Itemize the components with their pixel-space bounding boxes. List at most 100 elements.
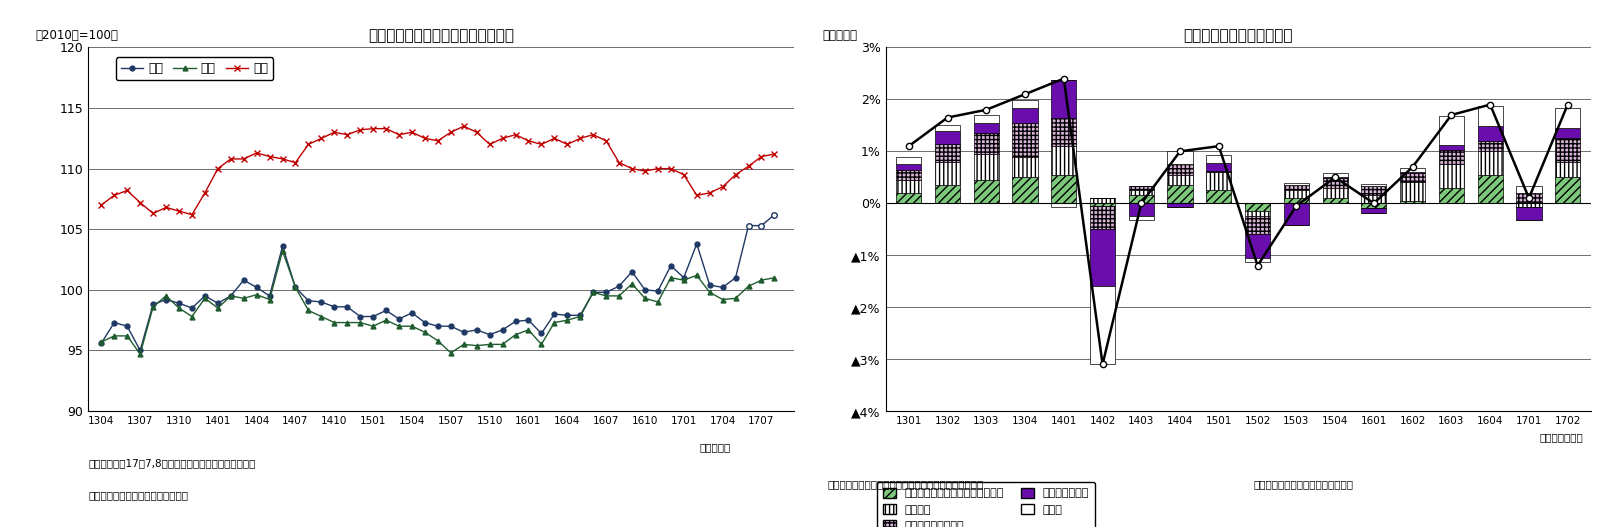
Bar	[1477, 175, 1503, 203]
Bar	[1284, 190, 1310, 198]
在庫	[519, 138, 538, 144]
生産	[622, 268, 641, 275]
生産	[169, 300, 188, 306]
Bar	[897, 164, 921, 170]
生産	[519, 317, 538, 323]
在庫	[765, 151, 784, 157]
生産	[350, 314, 370, 320]
生産	[286, 284, 305, 290]
Text: （年・月）: （年・月）	[701, 443, 731, 453]
Bar	[1556, 139, 1580, 162]
生産	[182, 305, 201, 311]
生産	[273, 243, 292, 249]
Text: （年・四半期）: （年・四半期）	[1540, 432, 1583, 442]
Bar	[1477, 151, 1503, 175]
Bar	[1438, 150, 1464, 164]
生産	[583, 289, 603, 296]
Bar	[935, 162, 959, 185]
Bar	[1128, 186, 1154, 190]
Bar	[935, 185, 959, 203]
Bar	[974, 115, 1000, 123]
Title: 鉱工業生産・出荷・在庫指数の推移: 鉱工業生産・出荷・在庫指数の推移	[368, 28, 514, 44]
Bar	[1051, 146, 1077, 175]
Bar	[1361, 186, 1387, 196]
生産	[442, 323, 461, 329]
生産	[596, 289, 615, 296]
Bar	[1051, 80, 1077, 118]
生産	[726, 275, 746, 281]
Text: （資料）経済産業省「鉱工業指数」: （資料）経済産業省「鉱工業指数」	[88, 490, 188, 500]
在庫	[182, 211, 201, 218]
Bar	[1090, 203, 1115, 206]
Bar	[1012, 157, 1038, 177]
生産	[312, 299, 331, 305]
Bar	[974, 133, 1000, 154]
Bar	[1517, 186, 1541, 193]
Bar	[1400, 182, 1425, 201]
生産	[532, 330, 551, 337]
Bar	[1517, 203, 1541, 208]
生産	[402, 310, 421, 316]
Bar	[1051, 118, 1077, 146]
Bar	[1361, 203, 1387, 209]
生産	[688, 241, 707, 247]
在庫	[558, 141, 577, 148]
Bar	[897, 157, 921, 164]
Bar	[1323, 177, 1348, 178]
Legend: 生産, 出荷, 在庫: 生産, 出荷, 在庫	[116, 57, 273, 80]
Bar	[1400, 168, 1425, 172]
生産	[648, 288, 667, 294]
Bar	[1400, 173, 1425, 182]
Bar	[974, 123, 1000, 133]
Bar	[935, 143, 959, 162]
出荷	[635, 295, 654, 301]
Bar	[1090, 286, 1115, 364]
Bar	[1012, 123, 1038, 157]
生産	[337, 304, 357, 310]
Bar	[1284, 185, 1310, 190]
出荷	[130, 351, 149, 357]
Bar	[1245, 258, 1270, 262]
生産	[701, 282, 720, 288]
Bar	[1556, 162, 1580, 177]
Bar	[1477, 141, 1503, 151]
生産	[558, 312, 577, 318]
Bar	[1284, 203, 1310, 225]
Bar	[1477, 105, 1503, 126]
Bar	[1012, 101, 1038, 108]
Bar	[1556, 108, 1580, 128]
生産	[660, 262, 680, 269]
生産	[299, 298, 318, 304]
出荷	[765, 275, 784, 281]
生産	[222, 292, 241, 299]
在庫	[506, 132, 525, 138]
Bar	[1361, 184, 1387, 186]
Bar	[935, 125, 959, 131]
在庫	[286, 159, 305, 165]
生産	[143, 301, 162, 308]
生産	[209, 300, 228, 306]
生産	[468, 327, 487, 333]
Bar	[1400, 172, 1425, 173]
Bar	[1245, 235, 1270, 258]
Line: 出荷: 出荷	[100, 249, 776, 357]
Bar	[1167, 164, 1192, 175]
Bar	[1361, 209, 1387, 212]
Text: （注）その他電気機械は電気機械、情報通信機械を合成: （注）その他電気機械は電気機械、情報通信機械を合成	[828, 480, 983, 490]
Bar	[1167, 151, 1192, 164]
生産	[389, 316, 408, 322]
Bar	[1207, 172, 1231, 190]
Bar	[1012, 108, 1038, 123]
Bar	[1556, 128, 1580, 139]
生産	[130, 347, 149, 354]
在庫	[545, 135, 564, 141]
Bar	[1167, 175, 1192, 185]
Text: （資料）経済産業省「鉱工業指数」: （資料）経済産業省「鉱工業指数」	[1253, 480, 1353, 490]
Bar	[1517, 193, 1541, 202]
生産	[480, 331, 500, 338]
Bar	[1284, 183, 1310, 185]
出荷	[519, 327, 538, 333]
Bar	[897, 170, 921, 180]
Bar	[1090, 206, 1115, 229]
生産	[427, 323, 447, 329]
